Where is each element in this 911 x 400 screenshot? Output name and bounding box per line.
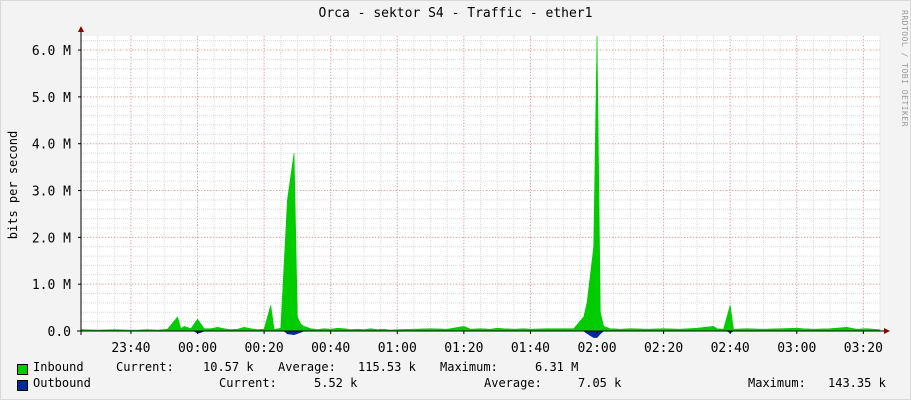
plot-background	[81, 36, 880, 331]
x-tick-label: 00:00	[178, 341, 217, 356]
outbound-current-value: 5.52 k	[314, 376, 358, 390]
x-tick-label: 02:20	[644, 341, 683, 356]
x-tick-label: 01:00	[378, 341, 417, 356]
x-tick-label: 00:40	[311, 341, 350, 356]
y-tick-label: 3.0 M	[32, 185, 71, 200]
y-tick-label: 0.0	[48, 325, 71, 340]
outbound-average-value: 7.05 k	[578, 376, 622, 390]
y-axis-arrow	[78, 26, 84, 32]
inbound-legend-name: Inbound	[33, 360, 84, 374]
outbound-average-label: Average:	[484, 376, 542, 390]
outbound-current-label: Current:	[219, 376, 277, 390]
inbound-average-label: Average:	[278, 360, 336, 374]
tick-labels: 0.0 1.0 M 2.0 M 3.0 M 4.0 M 5.0 M 6.0 M 23:40 00…	[32, 44, 883, 356]
inbound-maximum-value: 6.31 M	[535, 360, 579, 374]
inbound-area	[80, 35, 881, 332]
y-tick-label: 1.0 M	[32, 278, 71, 293]
inbound-current-label: Current:	[116, 360, 174, 374]
outbound-legend-name: Outbound	[33, 376, 91, 390]
x-tick-label: 03:20	[844, 341, 883, 356]
outbound-maximum-label: Maximum:	[748, 376, 806, 390]
axes	[77, 26, 890, 335]
x-tick-label: 02:00	[577, 341, 616, 356]
y-tick-label: 6.0 M	[32, 44, 71, 59]
x-tick-label: 01:20	[444, 341, 483, 356]
x-tick-label: 23:40	[111, 341, 150, 356]
y-tick-label: 5.0 M	[32, 91, 71, 106]
outbound-maximum-value: 143.35 k	[828, 376, 886, 390]
y-tick-label: 4.0 M	[32, 138, 71, 153]
x-tick-label: 00:20	[245, 341, 284, 356]
x-tick-label: 01:40	[511, 341, 550, 356]
x-tick-label: 03:00	[777, 341, 816, 356]
inbound-swatch	[17, 364, 28, 375]
inbound-maximum-label: Maximum:	[440, 360, 498, 374]
x-axis-arrow	[884, 328, 890, 334]
rrdtool-watermark: RRDTOOL / TOBI OETIKER	[900, 10, 909, 127]
outbound-swatch	[17, 380, 28, 391]
x-tick-label: 02:40	[711, 341, 750, 356]
inbound-current-value: 10.57 k	[203, 360, 254, 374]
chart-title: Orca - sektor S4 - Traffic - ether1	[318, 6, 593, 21]
y-tick-label: 2.0 M	[32, 231, 71, 246]
outbound-area	[81, 330, 880, 338]
inbound-average-value: 115.53 k	[358, 360, 416, 374]
